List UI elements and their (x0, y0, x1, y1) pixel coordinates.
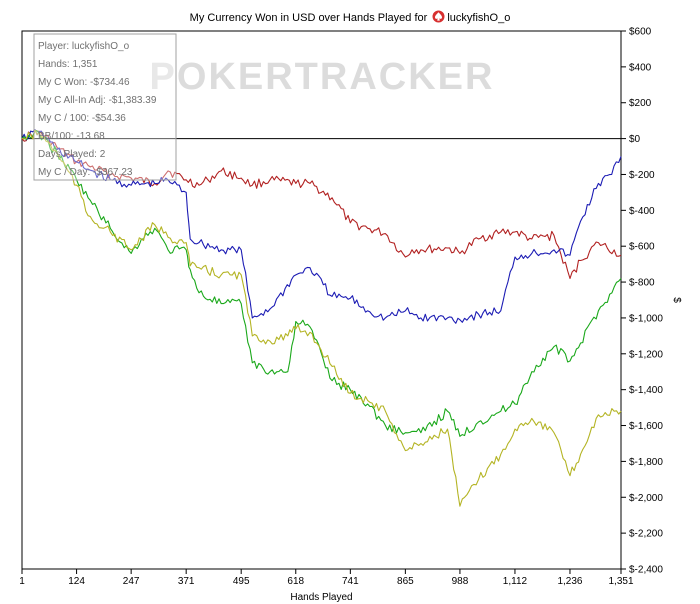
y-tick-label: $400 (629, 62, 652, 73)
series-line-olive (21, 129, 622, 507)
y-tick-label: $200 (629, 98, 652, 109)
x-tick-label: 618 (287, 576, 304, 587)
stats-box-line: My C / Day: -$367.23 (38, 167, 133, 178)
series-line-blue (21, 129, 622, 324)
y-tick-label: $-600 (629, 242, 655, 253)
y-tick-label: $-2,000 (629, 493, 663, 504)
y-tick-label: $-200 (629, 170, 655, 181)
x-axis-title: Hands Played (290, 592, 352, 603)
x-tick-label: 495 (233, 576, 250, 587)
x-tick-label: 124 (68, 576, 85, 587)
chart-title-player: luckyfishO_o (447, 12, 511, 24)
y-tick-label: $-800 (629, 278, 655, 289)
plot-frame (21, 30, 622, 570)
x-tick-label: 371 (178, 576, 195, 587)
stats-box-line: My C Won: -$734.46 (38, 77, 130, 88)
y-tick-label: $-2,200 (629, 529, 663, 540)
y-tick-label: $-1,000 (629, 313, 663, 324)
stats-box-line: BB/100: -13.68 (38, 131, 105, 142)
x-tick-label: 1 (19, 576, 25, 587)
chart-title: My Currency Won in USD over Hands Played… (0, 10, 700, 24)
chart-title-prefix: My Currency Won in USD over Hands Played… (189, 12, 428, 24)
x-tick-label: 741 (342, 576, 359, 587)
y-axis-title: $ (671, 297, 682, 303)
watermark-text: POKERTRACKER (150, 56, 495, 98)
stats-box-line: Player: luckyfishO_o (38, 41, 130, 52)
y-tick-label: $-1,200 (629, 349, 663, 360)
y-tick-label: $-1,800 (629, 457, 663, 468)
x-tick-label: 247 (123, 576, 140, 587)
x-tick-label: 1,236 (557, 576, 582, 587)
y-tick-label: $-400 (629, 206, 655, 217)
x-tick-label: 1,112 (503, 576, 528, 587)
series-line-red (21, 129, 622, 280)
stats-box-line: My C All-In Adj: -$1,383.39 (38, 95, 157, 106)
y-tick-label: $-1,400 (629, 385, 663, 396)
stats-box-line: My C / 100: -$54.36 (38, 113, 126, 124)
y-tick-label: $-1,600 (629, 421, 663, 432)
pokertracker-spade-icon (432, 10, 445, 23)
stats-box-line: Hands: 1,351 (38, 59, 98, 70)
y-tick-label: $0 (629, 134, 641, 145)
stats-box-line: Days Played: 2 (38, 149, 106, 160)
y-tick-label: $600 (629, 27, 652, 38)
stats-box (33, 33, 177, 181)
x-tick-label: 1,351 (608, 576, 633, 587)
x-tick-label: 988 (452, 576, 469, 587)
x-tick-label: 865 (397, 576, 414, 587)
y-tick-label: $-2,400 (629, 565, 663, 576)
